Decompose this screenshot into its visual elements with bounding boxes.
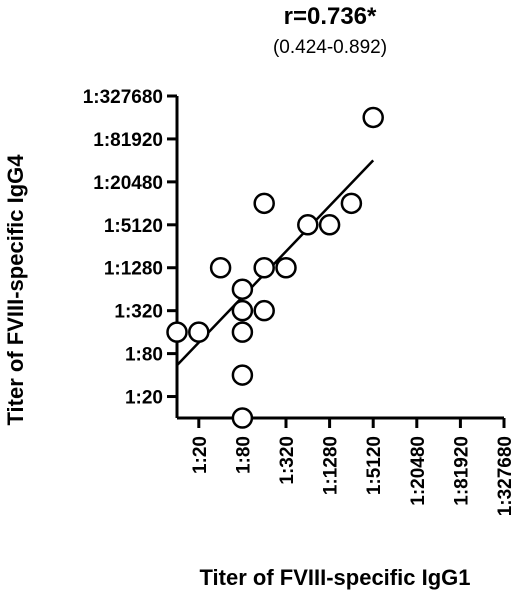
data-point — [275, 256, 297, 279]
x-tick-label: 1:80 — [233, 436, 254, 474]
data-point — [166, 321, 188, 343]
data-point — [231, 299, 254, 322]
x-axis-label: Titer of FVIII-specific IgG1 — [200, 565, 471, 590]
x-tick-label: 1:20480 — [408, 436, 429, 506]
y-tick-label: 1:80 — [125, 345, 163, 366]
data-point — [318, 214, 341, 236]
trend-line-group — [176, 159, 375, 367]
data-point — [188, 321, 210, 343]
data-point — [253, 192, 275, 215]
data-points-group — [166, 106, 384, 429]
y-tick-label: 1:81920 — [93, 130, 163, 151]
data-point — [297, 214, 319, 236]
regression-line — [176, 159, 375, 367]
data-point — [231, 278, 254, 300]
y-tick-label: 1:327680 — [83, 87, 163, 108]
y-tick-label: 1:320 — [114, 302, 163, 323]
x-tick-label: 1:1280 — [321, 436, 342, 495]
x-tick-label: 1:5120 — [364, 436, 385, 495]
data-point — [362, 106, 384, 129]
chart-subtitle: (0.424-0.892) — [273, 37, 387, 58]
y-tick-label: 1:20480 — [93, 173, 163, 194]
y-tick-label: 1:5120 — [104, 216, 163, 237]
data-point — [231, 364, 254, 386]
data-point — [209, 256, 232, 279]
x-tick-label: 1:20 — [190, 436, 211, 474]
data-point — [231, 321, 254, 343]
x-tick-label: 1:320 — [277, 436, 298, 485]
data-point — [231, 407, 254, 429]
y-axis-label: Titer of FVIII-specific IgG4 — [3, 154, 28, 426]
data-point — [253, 299, 275, 322]
chart-title: r=0.736* — [284, 3, 377, 30]
data-point — [340, 192, 363, 215]
y-tick-label: 1:20 — [125, 388, 163, 409]
y-tick-label: 1:1280 — [104, 259, 163, 280]
x-tick-label: 1:81920 — [451, 436, 472, 506]
x-tick-label: 1:327680 — [495, 436, 516, 516]
data-point — [253, 256, 275, 279]
axes-group: 1:20 1:80 1:320 1:1280 1:5120 1:20480 1:81920 1… — [83, 87, 516, 516]
